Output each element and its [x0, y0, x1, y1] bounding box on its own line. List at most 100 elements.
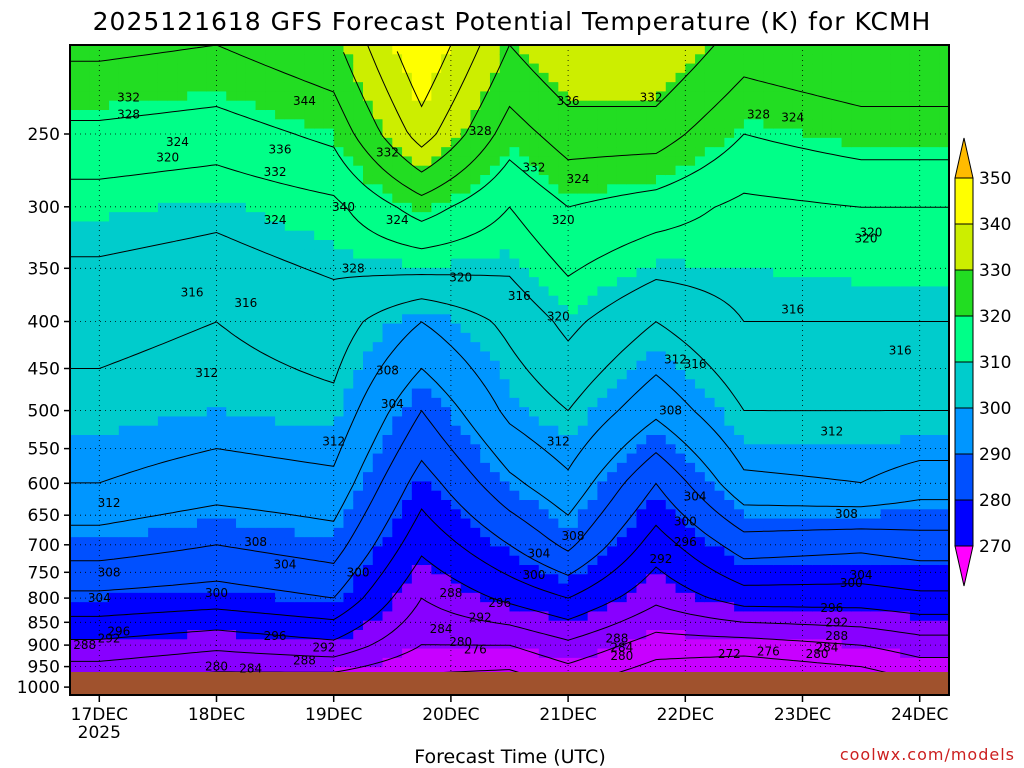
field-cell — [558, 435, 569, 445]
field-cell — [196, 490, 208, 501]
field-cell — [323, 212, 335, 223]
field-cell — [167, 54, 179, 65]
field-cell — [450, 472, 462, 483]
field-cell — [763, 100, 774, 111]
field-cell — [333, 45, 345, 55]
field-cell — [304, 72, 315, 83]
field-cell — [577, 407, 589, 418]
field-cell — [89, 45, 100, 55]
field-cell — [695, 175, 706, 185]
field-cell — [148, 416, 159, 427]
field-cell — [226, 193, 237, 204]
field-cell — [665, 314, 677, 325]
field-cell — [138, 388, 149, 399]
field-cell — [148, 639, 159, 650]
field-cell — [236, 620, 247, 631]
field-cell — [616, 249, 628, 260]
field-cell — [470, 137, 481, 148]
field-cell — [548, 490, 559, 501]
field-cell — [128, 397, 139, 408]
field-cell — [421, 240, 432, 250]
field-cell — [470, 370, 481, 380]
field-cell — [216, 91, 227, 102]
field-cell — [323, 202, 335, 213]
field-cell — [753, 314, 765, 325]
field-cell — [607, 314, 618, 325]
field-cell — [79, 91, 91, 102]
field-cell — [392, 221, 403, 232]
field-cell — [587, 323, 598, 334]
field-cell — [489, 630, 501, 640]
field-cell — [509, 119, 520, 130]
field-cell — [431, 351, 442, 362]
field-cell — [714, 657, 725, 668]
field-cell — [743, 509, 755, 520]
field-cell — [431, 258, 442, 269]
field-cell — [70, 453, 81, 464]
field-cell — [743, 639, 755, 650]
field-cell — [79, 147, 91, 158]
field-cell — [382, 165, 393, 176]
field-cell — [99, 509, 110, 520]
field-cell — [363, 379, 374, 390]
field-cell — [392, 156, 403, 167]
field-cell — [568, 314, 579, 325]
field-cell — [245, 472, 257, 483]
field-cell — [714, 110, 725, 120]
field-cell — [460, 119, 472, 130]
field-cell — [626, 407, 638, 418]
field-cell — [695, 240, 706, 250]
field-cell — [157, 416, 169, 427]
field-cell — [450, 509, 462, 520]
field-cell — [79, 620, 91, 631]
field-cell — [548, 416, 559, 427]
field-cell — [226, 648, 237, 659]
field-cell — [402, 351, 413, 362]
field-cell — [529, 592, 540, 603]
field-cell — [568, 249, 579, 260]
field-cell — [353, 91, 364, 102]
field-cell — [314, 286, 325, 297]
field-cell — [626, 444, 638, 455]
field-cell — [665, 305, 677, 315]
field-cell — [568, 537, 579, 548]
field-cell — [577, 342, 589, 353]
field-cell — [255, 342, 266, 353]
field-cell — [646, 175, 657, 185]
field-cell — [724, 490, 735, 501]
field-cell — [724, 323, 735, 334]
field-cell — [704, 453, 716, 464]
field-cell — [353, 212, 364, 223]
field-cell — [255, 490, 266, 501]
field-cell — [109, 407, 120, 418]
field-cell — [411, 472, 423, 483]
field-cell — [196, 184, 208, 195]
field-cell — [148, 110, 159, 120]
field-cell — [538, 416, 550, 427]
field-cell — [70, 202, 81, 213]
field-cell — [304, 314, 315, 325]
field-cell — [372, 565, 384, 575]
field-cell — [226, 360, 237, 371]
field-cell — [167, 657, 179, 668]
field-cell — [314, 72, 325, 83]
field-cell — [685, 165, 696, 176]
field-cell — [714, 156, 725, 167]
field-cell — [577, 574, 589, 585]
field-cell — [519, 500, 530, 510]
field-cell — [704, 286, 716, 297]
field-cell — [167, 648, 179, 659]
field-cell — [734, 546, 745, 557]
field-cell — [626, 592, 638, 603]
field-cell — [509, 165, 520, 176]
field-cell — [499, 602, 511, 613]
field-cell — [275, 295, 286, 306]
field-cell — [450, 100, 462, 111]
field-cell — [206, 360, 218, 371]
field-cell — [70, 639, 81, 650]
field-cell — [646, 518, 657, 529]
field-cell — [509, 323, 520, 334]
field-cell — [128, 267, 139, 278]
field-cell — [548, 323, 559, 334]
field-cell — [431, 314, 442, 325]
